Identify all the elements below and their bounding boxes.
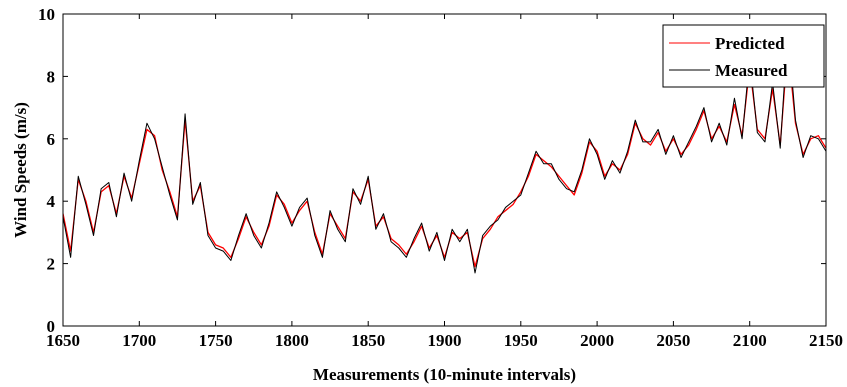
y-axis-label: Wind Speeds (m/s) <box>11 102 30 238</box>
x-tick-label: 2000 <box>580 331 614 350</box>
x-axis: 1650 1700 1750 1800 1850 1900 1950 2000 2050 2100… <box>46 14 843 350</box>
y-tick-label: 10 <box>38 5 55 24</box>
legend-box <box>662 24 825 88</box>
x-tick-label: 1950 <box>504 331 538 350</box>
x-tick-label: 2150 <box>809 331 843 350</box>
x-tick-label: 1800 <box>275 331 309 350</box>
x-tick-label: 1900 <box>428 331 462 350</box>
y-tick-label: 0 <box>47 317 56 336</box>
y-tick-label: 6 <box>47 130 56 149</box>
plot-lines <box>63 29 826 274</box>
x-tick-label: 1850 <box>351 331 385 350</box>
legend-label-predicted: Predicted <box>715 34 785 53</box>
x-tick-label: 2050 <box>656 331 690 350</box>
x-axis-label: Measurements (10-minute intervals) <box>313 365 576 384</box>
y-axis: 0 2 4 6 8 10 <box>38 5 826 336</box>
x-tick-label: 1750 <box>199 331 233 350</box>
x-tick-label: 2100 <box>733 331 767 350</box>
y-tick-label: 2 <box>47 255 56 274</box>
y-tick-label: 4 <box>47 192 56 211</box>
x-tick-label: 1650 <box>46 331 80 350</box>
legend-label-measured: Measured <box>715 61 788 80</box>
x-tick-label: 1700 <box>122 331 156 350</box>
y-tick-label: 8 <box>47 67 56 86</box>
series-line-measured <box>63 29 826 274</box>
legend: Predicted Measured <box>662 24 825 88</box>
